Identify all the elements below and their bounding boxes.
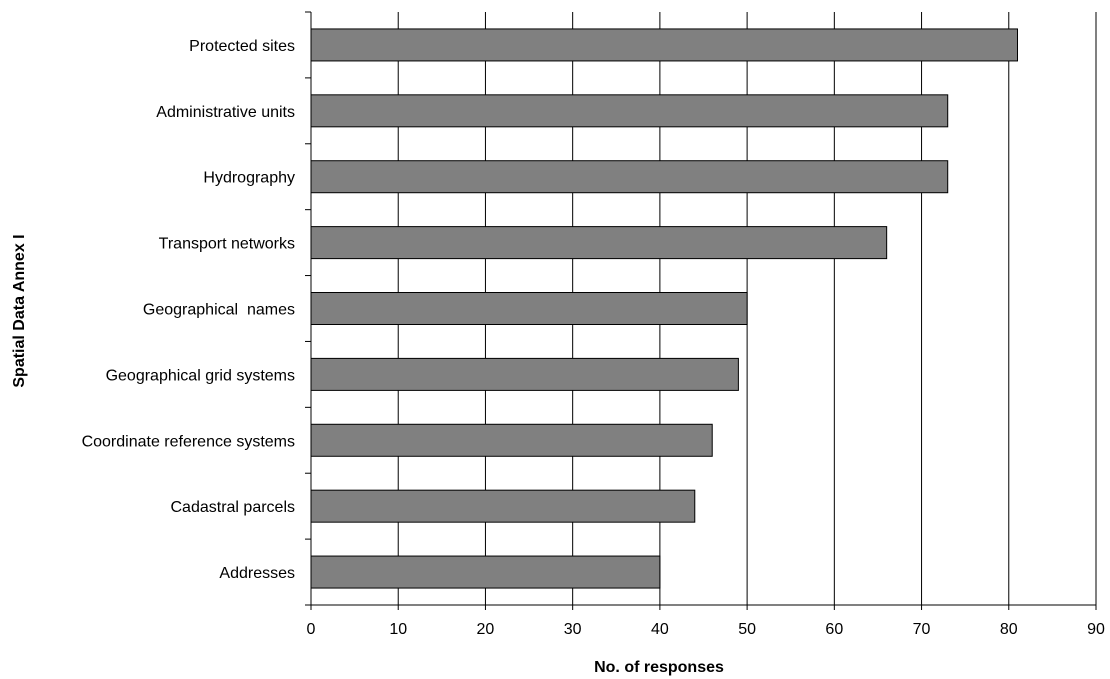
y-tick-label: Geographical names <box>143 302 295 319</box>
x-tick-label: 50 <box>738 621 756 638</box>
y-tick-label: Cadastral parcels <box>171 499 296 516</box>
x-axis-title: No. of responses <box>594 659 724 676</box>
x-tick-label: 10 <box>389 621 407 638</box>
axes <box>305 11 1097 610</box>
bar <box>310 94 949 128</box>
bar <box>310 423 713 457</box>
y-tick-label: Geographical grid systems <box>106 367 295 384</box>
y-tick-label: Coordinate reference systems <box>82 433 295 450</box>
y-tick-label: Administrative units <box>156 104 295 121</box>
x-tick-label: 30 <box>564 621 582 638</box>
x-tick-label: 20 <box>477 621 495 638</box>
x-tick-label: 60 <box>825 621 843 638</box>
bar <box>310 226 888 260</box>
bar <box>310 292 748 325</box>
y-tick-label: Transport networks <box>159 236 295 253</box>
bar <box>310 555 661 589</box>
bar <box>310 357 739 391</box>
y-tick-label: Addresses <box>219 565 295 582</box>
y-tick-label: Protected sites <box>189 38 295 55</box>
bar <box>310 28 1018 62</box>
x-tick-label: 70 <box>913 621 931 638</box>
x-tick-label: 80 <box>1000 621 1018 638</box>
x-tick-label: 90 <box>1087 621 1105 638</box>
y-tick-label: Hydrography <box>203 170 295 187</box>
bar <box>310 160 949 194</box>
bars <box>310 28 1018 589</box>
x-tick-label: 40 <box>651 621 669 638</box>
x-tick-label: 0 <box>307 621 316 638</box>
tick-labels: 0 10 20 30 40 50 60 70 80 90 Protected sites Admini… <box>82 38 1105 638</box>
y-axis-title: Spatial Data Annex I <box>11 234 28 387</box>
bar <box>310 489 696 523</box>
